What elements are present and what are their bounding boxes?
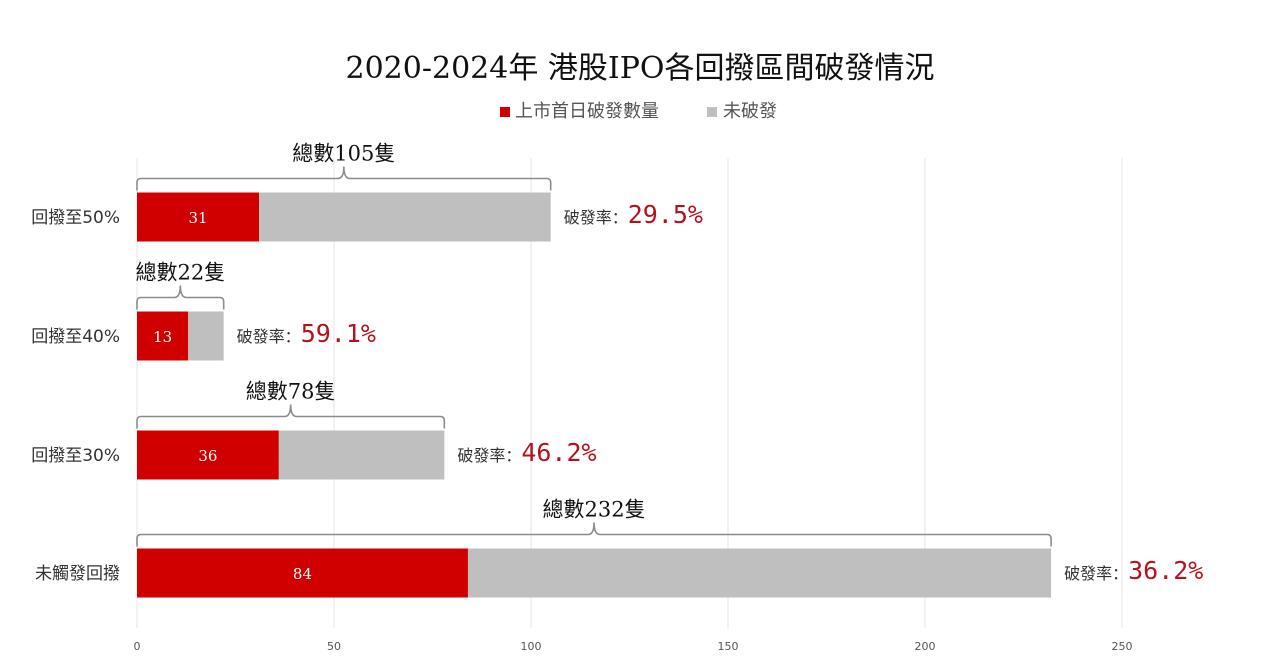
data-label-broken: 31 (189, 209, 208, 227)
bar-broken (137, 548, 468, 598)
total-label: 總數78隻 (246, 380, 336, 404)
x-tick-label: 50 (327, 640, 341, 653)
rate-label: 破發率：36.2% (1064, 556, 1203, 585)
rate-value: 36.2% (1128, 556, 1203, 585)
legend-label-unbroken: 未破發 (723, 101, 777, 122)
x-tick-label: 0 (134, 640, 141, 653)
total-bracket (136, 285, 225, 310)
rate-value: 59.1% (301, 319, 376, 348)
rate-prefix: 破發率： (564, 208, 628, 227)
rate-prefix: 破發率： (237, 327, 301, 346)
data-label-broken: 13 (153, 328, 172, 346)
x-axis: 0 50 100 150 200 250 (134, 640, 1133, 653)
x-tick-label: 100 (521, 640, 542, 653)
category-label: 回撥至50% (31, 208, 120, 228)
rate-prefix: 破發率： (1064, 564, 1128, 583)
total-bracket (136, 404, 446, 429)
total-label: 總數22隻 (135, 261, 225, 285)
legend-swatch-broken (500, 107, 510, 117)
chart-title: 2020-2024年 港股IPO各回撥區間破發情況 (346, 51, 935, 86)
category-label: 回撥至30% (31, 446, 120, 466)
total-bracket (136, 166, 552, 191)
x-tick-label: 250 (1112, 640, 1133, 653)
rate-label: 破發率：46.2% (457, 438, 596, 467)
x-tick-label: 200 (915, 640, 936, 653)
total-bracket (136, 522, 1052, 547)
x-tick-label: 150 (718, 640, 739, 653)
rate-label: 破發率：29.5% (564, 200, 703, 229)
rate-prefix: 破發率： (457, 446, 521, 465)
total-label: 總數232隻 (542, 498, 645, 522)
rate-label: 破發率：59.1% (237, 319, 376, 348)
bar-unbroken (259, 192, 551, 242)
bar-broken (137, 311, 189, 361)
data-label-broken: 84 (293, 565, 312, 583)
legend-label-broken: 上市首日破發數量 (515, 101, 659, 122)
data-label-broken: 36 (198, 447, 217, 465)
rate-value: 29.5% (628, 200, 703, 229)
category-label: 回撥至40% (31, 327, 120, 347)
rate-value: 46.2% (521, 438, 596, 467)
bar-broken (137, 192, 260, 242)
bar-unbroken (278, 430, 445, 480)
bars (137, 192, 1052, 598)
bar-broken (137, 430, 279, 480)
legend: 上市首日破發數量 未破發 (500, 101, 777, 122)
bar-unbroken (188, 311, 224, 361)
total-label: 總數105隻 (292, 142, 395, 166)
legend-swatch-unbroken (707, 107, 717, 117)
category-label: 未觸發回撥 (35, 564, 120, 584)
bar-unbroken (467, 548, 1052, 598)
